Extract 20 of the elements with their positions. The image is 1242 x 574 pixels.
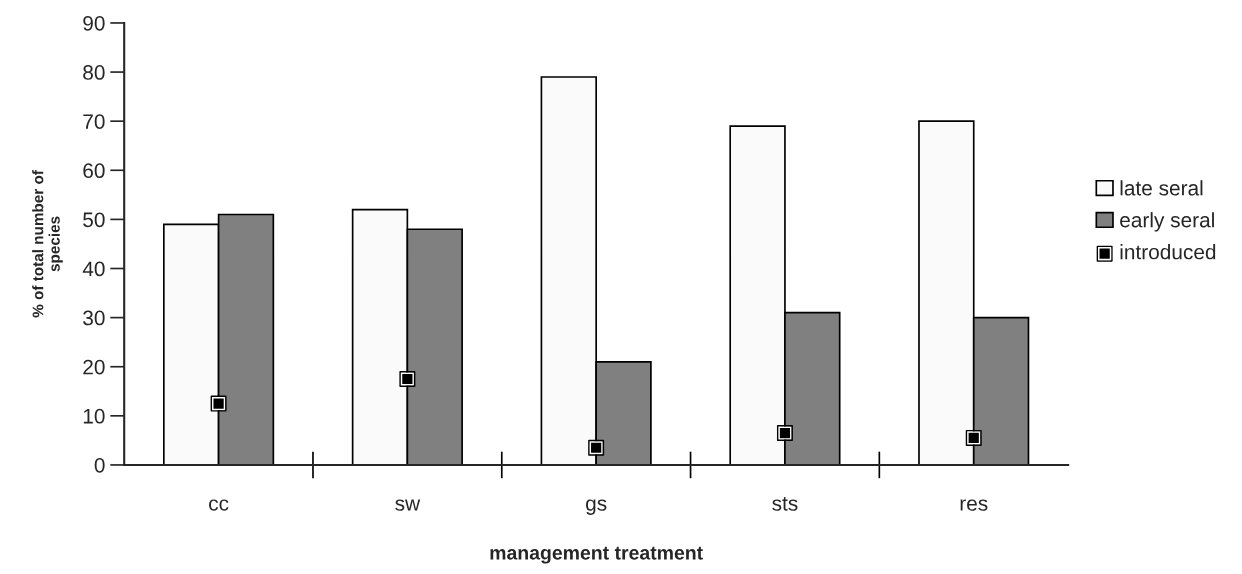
y-tick-label: 10 [83,408,105,424]
legend-label: late seral [1120,180,1203,196]
y-tick-label: 50 [83,212,105,228]
x-tick-label: gs [586,499,607,515]
y-tick-label: 30 [83,310,105,326]
x-tick-label: sw [395,499,421,511]
y-tick-label: 60 [83,163,105,179]
y-tick-label: 20 [83,359,105,375]
y-tick-label: 0 [94,457,105,473]
y-axis-title: % of total number of species [32,170,63,318]
y-tick-label: 40 [82,261,105,277]
legend-label: introduced [1120,244,1216,260]
x-tick-label: sts [772,497,798,511]
y-tick-label: 90 [83,15,105,31]
legend-label: early seral [1120,212,1214,232]
x-axis-title: management treatment [490,546,703,564]
y-tick-label: 70 [83,114,105,129]
y-tick-label: 80 [83,65,105,80]
x-tick-label: cc [209,499,229,511]
x-tick-label: res [960,499,988,511]
